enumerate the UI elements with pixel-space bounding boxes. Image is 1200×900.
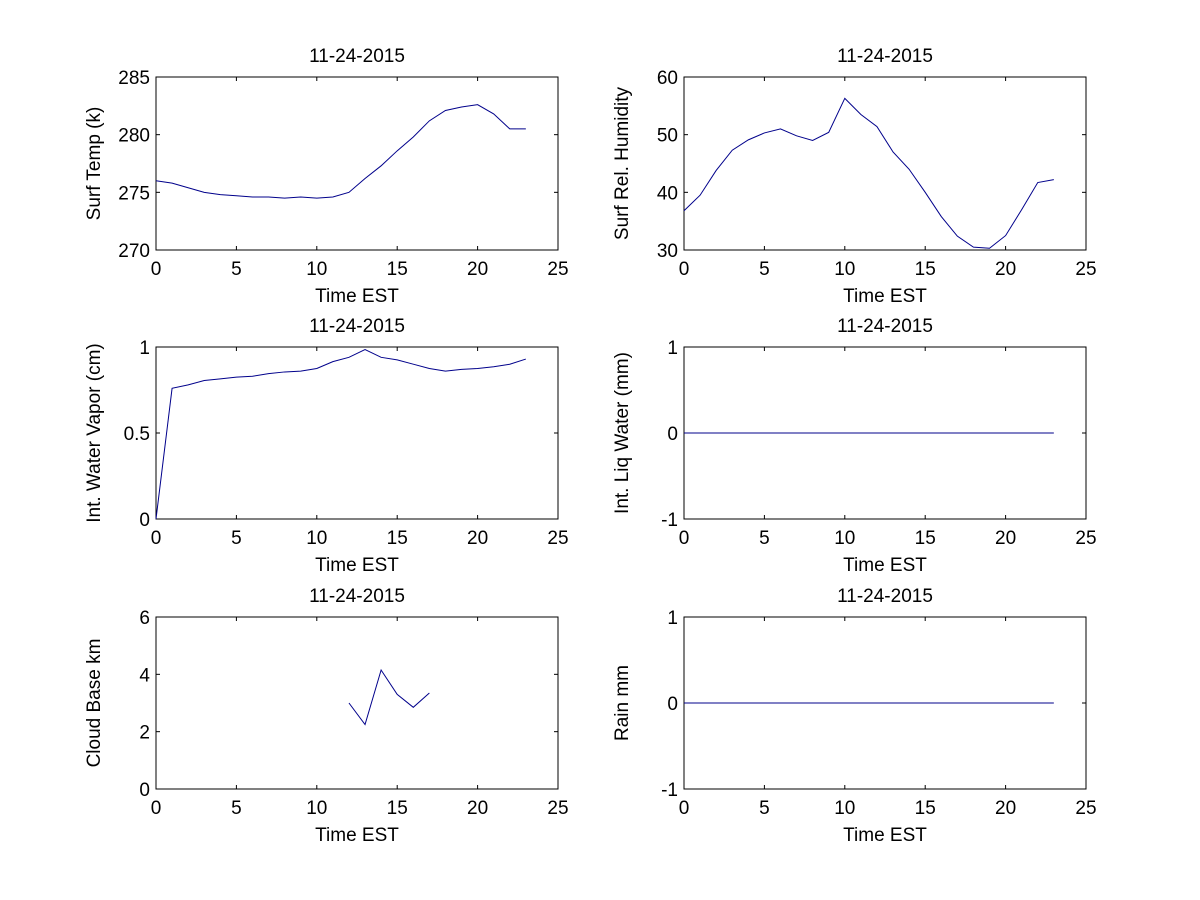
y-tick-label: 2: [139, 723, 150, 744]
y-tick-label: 1: [667, 338, 678, 359]
y-tick-label: 50: [657, 126, 678, 147]
y-tick-label: 280: [118, 126, 150, 147]
y-tick-label: 1: [139, 338, 150, 359]
x-tick-label: 0: [679, 528, 690, 549]
x-tick-label: 10: [306, 798, 327, 819]
y-tick-label: 1: [667, 608, 678, 629]
x-tick-label: 20: [995, 528, 1016, 549]
y-tick-label: 30: [657, 241, 678, 262]
x-tick-label: 15: [387, 798, 408, 819]
x-tick-label: 0: [151, 798, 162, 819]
x-tick-label: 15: [915, 528, 936, 549]
chart-title: 11-24-2015: [309, 46, 405, 67]
y-tick-label: 0: [139, 780, 150, 801]
y-tick-label: 0.5: [124, 424, 150, 445]
chart-title: 11-24-2015: [837, 316, 933, 337]
chart-title: 11-24-2015: [309, 586, 405, 607]
x-tick-label: 25: [547, 259, 568, 280]
x-tick-label: 10: [834, 798, 855, 819]
y-axis-label: Surf Rel. Humidity: [612, 86, 633, 240]
x-tick-label: 20: [467, 259, 488, 280]
x-tick-label: 15: [915, 798, 936, 819]
series-line: [683, 97, 1054, 249]
x-tick-label: 5: [231, 259, 242, 280]
x-tick-label: 25: [547, 798, 568, 819]
x-axis-label: Time EST: [843, 825, 927, 846]
y-axis-label: Cloud Base km: [84, 639, 105, 768]
subplot-2: 0 5 10 15 20 25 30 40 50 60 11-24-2015 Time EST Surf…: [612, 46, 1097, 307]
x-axis-label: Time EST: [315, 825, 399, 846]
y-tick-label: 40: [657, 183, 678, 204]
x-tick-label: 20: [995, 259, 1016, 280]
plot-area: [683, 76, 1087, 251]
x-axis-label: Time EST: [315, 286, 399, 307]
plot-area: [155, 346, 559, 520]
x-tick-label: 15: [387, 259, 408, 280]
y-tick-label: 60: [657, 68, 678, 89]
x-tick-label: 15: [387, 528, 408, 549]
x-tick-label: 25: [1075, 259, 1096, 280]
x-tick-label: 20: [467, 528, 488, 549]
x-tick-label: 5: [759, 528, 770, 549]
x-tick-label: 0: [679, 259, 690, 280]
x-tick-label: 10: [306, 259, 327, 280]
x-tick-label: 10: [306, 528, 327, 549]
x-tick-label: 10: [834, 528, 855, 549]
y-tick-label: 285: [118, 68, 150, 89]
y-axis-label: Rain mm: [612, 665, 633, 741]
x-tick-label: 20: [995, 798, 1016, 819]
series-line: [155, 104, 526, 199]
x-axis-label: Time EST: [843, 286, 927, 307]
x-tick-label: 5: [231, 528, 242, 549]
x-tick-label: 25: [1075, 528, 1096, 549]
x-tick-label: 0: [679, 798, 690, 819]
chart-title: 11-24-2015: [309, 316, 405, 337]
subplot-3: 0 5 10 15 20 25 0 0.5 1 11-24-2015 Time EST Int. Wa…: [84, 316, 569, 576]
x-tick-label: 0: [151, 528, 162, 549]
y-axis-label: Surf Temp (k): [84, 107, 105, 221]
x-tick-label: 5: [759, 259, 770, 280]
plot-area: [155, 616, 559, 790]
y-tick-label: -1: [661, 780, 678, 801]
y-tick-label: 0: [667, 424, 678, 445]
y-axis-label: Int. Liq Water (mm): [612, 352, 633, 514]
y-tick-label: 0: [667, 694, 678, 715]
y-tick-label: 0: [139, 510, 150, 531]
x-tick-label: 5: [231, 798, 242, 819]
x-tick-label: 20: [467, 798, 488, 819]
x-axis-label: Time EST: [843, 555, 927, 576]
x-tick-label: 0: [151, 259, 162, 280]
subplot-1: 0 5 10 15 20 25 270 275 280 285 11-24-2015 Time EST…: [84, 46, 569, 307]
x-tick-label: 5: [759, 798, 770, 819]
y-axis-label: Int. Water Vapor (cm): [84, 343, 105, 522]
series-line: [155, 349, 526, 520]
series-line: [348, 668, 430, 726]
subplot-5: 0 5 10 15 20 25 0 2 4 6 11-24-2015 Time EST Cloud Ba…: [84, 586, 569, 846]
chart-title: 11-24-2015: [837, 46, 933, 67]
y-tick-label: 270: [118, 241, 150, 262]
x-tick-label: 25: [547, 528, 568, 549]
x-axis-label: Time EST: [315, 555, 399, 576]
y-tick-label: 275: [118, 183, 150, 204]
x-tick-label: 15: [915, 259, 936, 280]
y-tick-label: -1: [661, 510, 678, 531]
x-tick-label: 10: [834, 259, 855, 280]
x-tick-label: 25: [1075, 798, 1096, 819]
y-tick-label: 4: [139, 665, 150, 686]
chart-title: 11-24-2015: [837, 586, 933, 607]
y-tick-label: 6: [139, 608, 150, 629]
plot-area: [155, 76, 559, 251]
